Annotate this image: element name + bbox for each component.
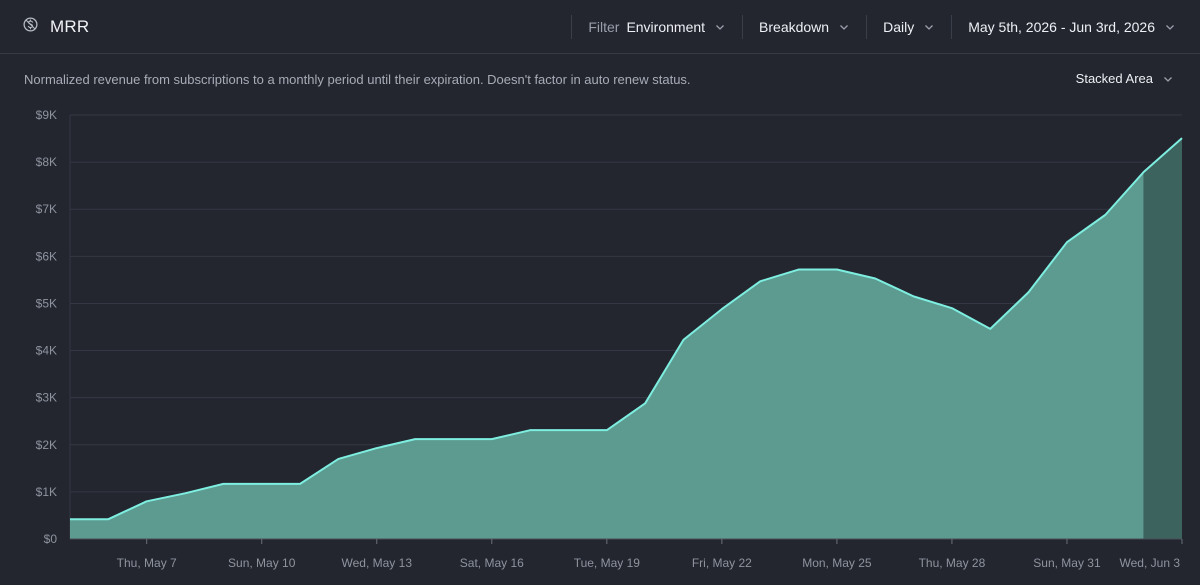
area-fill-incomplete bbox=[1143, 138, 1182, 539]
y-axis: $0 $1K $2K $3K $4K $5K $6K $7K $8K $9K bbox=[36, 108, 58, 546]
interval-dropdown[interactable]: Daily bbox=[866, 15, 951, 39]
filter-dropdown[interactable]: Filter Environment bbox=[571, 15, 742, 39]
x-tick-label: Sun, May 10 bbox=[228, 556, 296, 570]
x-tick-label: Tue, May 19 bbox=[574, 556, 641, 570]
chevron-down-icon bbox=[1166, 25, 1174, 30]
y-tick-label: $4K bbox=[36, 344, 57, 358]
header: MRR Filter Environment Breakdown Daily M… bbox=[0, 0, 1200, 54]
chevron-down-icon bbox=[716, 25, 724, 30]
breakdown-dropdown[interactable]: Breakdown bbox=[742, 15, 866, 39]
date-range-dropdown[interactable]: May 5th, 2026 - Jun 3rd, 2026 bbox=[951, 15, 1200, 39]
x-axis: Thu, May 7 Sun, May 10 Wed, May 13 Sat, May… bbox=[70, 538, 1183, 570]
y-tick-label: $0 bbox=[44, 532, 58, 546]
x-tick-label: Mon, May 25 bbox=[802, 556, 872, 570]
chart-subheader: Normalized revenue from subscriptions to… bbox=[0, 54, 1200, 104]
filter-label: Filter bbox=[588, 19, 620, 35]
y-tick-label: $6K bbox=[36, 249, 57, 263]
date-range-label: May 5th, 2026 - Jun 3rd, 2026 bbox=[968, 19, 1155, 35]
interval-label: Daily bbox=[883, 19, 915, 35]
mrr-icon bbox=[22, 16, 39, 38]
x-tick-label: Thu, May 7 bbox=[117, 556, 177, 570]
area-fill bbox=[70, 172, 1144, 539]
y-tick-label: $3K bbox=[36, 391, 57, 405]
chart-description: Normalized revenue from subscriptions to… bbox=[24, 71, 691, 87]
x-tick-label: Wed, May 13 bbox=[342, 556, 413, 570]
page-title: MRR bbox=[50, 16, 90, 36]
breakdown-label: Breakdown bbox=[759, 19, 830, 35]
x-tick-label: Thu, May 28 bbox=[919, 556, 986, 570]
mrr-area-chart: $0 $1K $2K $3K $4K $5K $6K $7K $8K $9K Thu, May 7… bbox=[36, 108, 1183, 570]
chevron-down-icon bbox=[1164, 76, 1172, 82]
chevron-down-icon bbox=[925, 25, 934, 30]
chart-areas bbox=[70, 138, 1182, 539]
x-tick-label: Sun, May 31 bbox=[1033, 556, 1101, 570]
y-tick-label: $1K bbox=[36, 485, 57, 499]
x-tick-label: Fri, May 22 bbox=[692, 556, 752, 570]
chart-type-label: Stacked Area bbox=[1075, 71, 1153, 86]
y-tick-label: $7K bbox=[36, 202, 57, 216]
chart-type-dropdown[interactable]: Stacked Area bbox=[1076, 71, 1174, 86]
y-tick-label: $9K bbox=[36, 108, 57, 122]
filter-value: Environment bbox=[626, 19, 706, 35]
y-tick-label: $5K bbox=[36, 296, 57, 310]
x-tick-label: Sat, May 16 bbox=[460, 556, 524, 570]
x-tick-label: Wed, Jun 3 bbox=[1120, 556, 1181, 570]
chart-line bbox=[69, 137, 1183, 521]
series-line bbox=[70, 137, 1183, 521]
title-area: MRR bbox=[0, 0, 89, 54]
toolbar: Filter Environment Breakdown Daily May 5… bbox=[571, 0, 1200, 54]
chevron-down-icon bbox=[840, 25, 849, 30]
y-tick-label: $2K bbox=[36, 438, 57, 452]
y-tick-label: $8K bbox=[36, 155, 57, 169]
